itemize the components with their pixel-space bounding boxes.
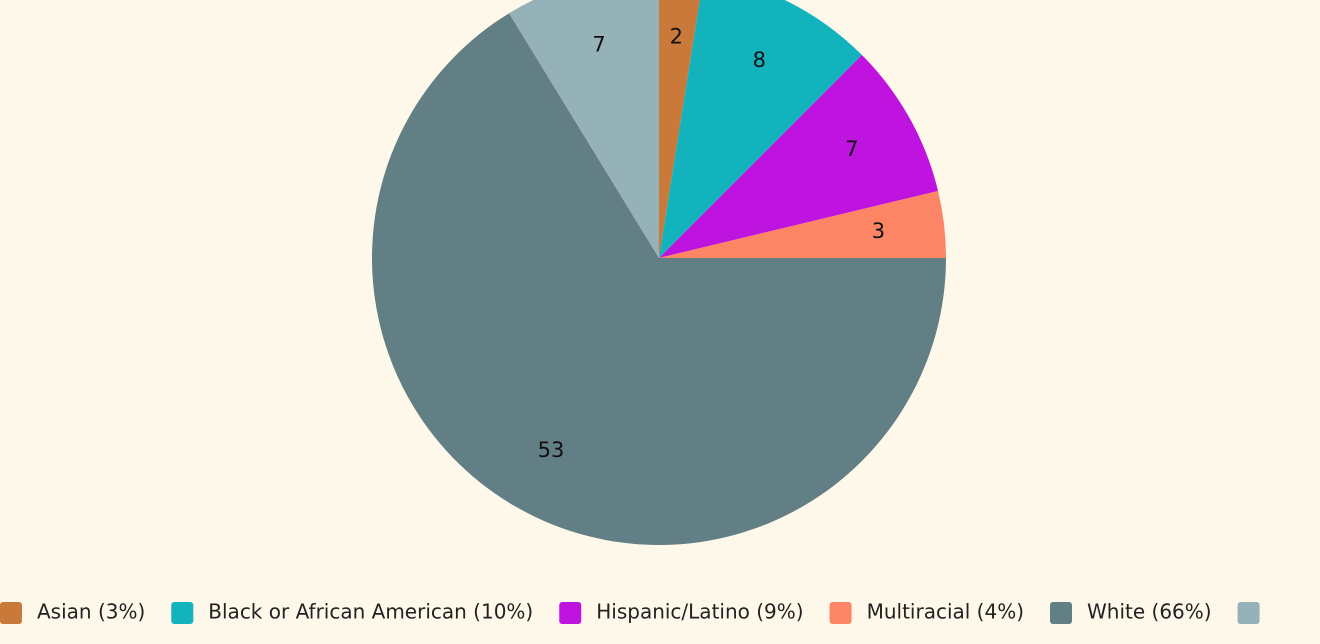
legend-label: White (66%) — [1087, 600, 1212, 624]
legend-swatch — [171, 602, 194, 624]
legend-swatch — [1237, 602, 1260, 624]
pie-slice — [509, 0, 659, 258]
legend-label: Multiracial (4%) — [867, 600, 1024, 624]
data-label: 8 — [753, 48, 766, 72]
data-label: 7 — [845, 137, 858, 161]
pie-slice — [372, 13, 946, 545]
legend-swatch — [0, 602, 22, 624]
data-label: 3 — [872, 219, 885, 243]
legend-label: Asian (3%) — [37, 600, 145, 624]
legend-swatch — [559, 602, 582, 624]
pie-slice — [659, 0, 862, 258]
legend-label: Black or African American (10%) — [208, 600, 533, 624]
pie-slice — [659, 55, 939, 259]
legend-swatch — [1050, 602, 1072, 624]
legend-swatch — [829, 602, 852, 624]
legend-label: Hispanic/Latino (9%) — [596, 600, 803, 624]
data-label: 2 — [670, 25, 683, 49]
pie-slice — [659, 0, 700, 258]
data-label: 7 — [592, 32, 605, 56]
data-label: 53 — [538, 438, 565, 462]
pie-slice — [659, 191, 947, 258]
